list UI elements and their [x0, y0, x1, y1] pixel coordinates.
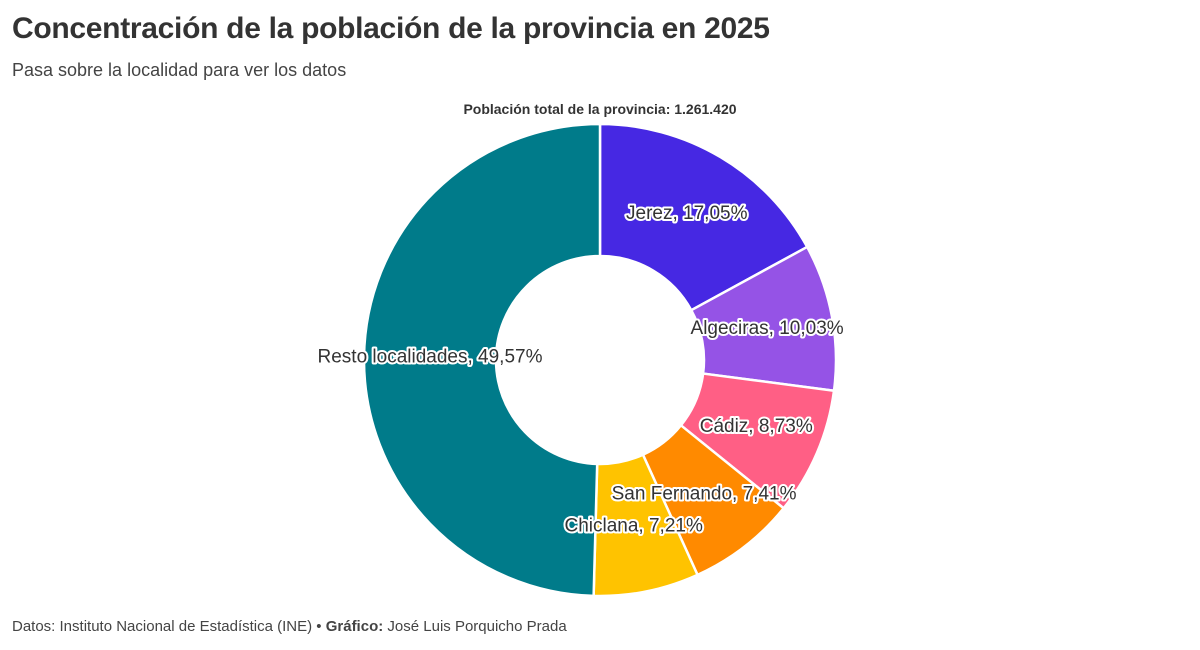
slice-label: Algeciras, 10,03% — [691, 318, 844, 339]
slice-label: Cádiz, 8,73% — [700, 416, 813, 437]
credit-label: Gráfico: — [325, 618, 384, 635]
slice-label: Jerez, 17,05% — [626, 203, 748, 224]
total-population-label: Población total de la provincia: 1.261.4… — [463, 101, 736, 117]
slice-label: Resto localidades, 49,57% — [318, 347, 543, 368]
slice-label: Chiclana, 7,21% — [565, 516, 703, 537]
credit-name: José Luis Porquicho Prada — [383, 618, 567, 635]
slice-resto-localidades[interactable] — [362, 122, 602, 598]
chart-subtitle: Pasa sobre la localidad para ver los dat… — [12, 60, 347, 80]
source-footer: Datos: Instituto Nacional de Estadística… — [12, 618, 567, 635]
chart-title: Concentración de la población de la prov… — [12, 12, 770, 45]
source-text: Datos: Instituto Nacional de Estadística… — [12, 618, 326, 635]
slice-label: San Fernando, 7,41% — [612, 483, 797, 504]
slice-jerez[interactable] — [598, 122, 809, 312]
